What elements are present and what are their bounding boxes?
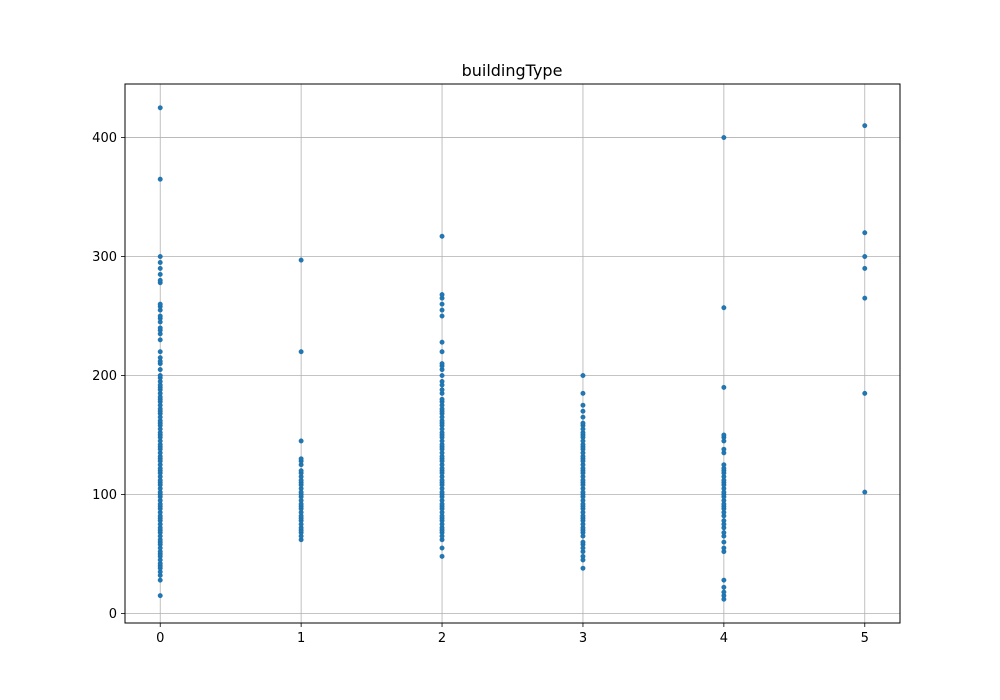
data-point bbox=[580, 408, 586, 414]
data-point bbox=[298, 438, 304, 444]
data-point bbox=[439, 553, 445, 559]
data-point bbox=[580, 539, 586, 545]
data-point bbox=[439, 396, 445, 402]
data-point bbox=[721, 432, 727, 438]
data-points bbox=[157, 105, 868, 602]
x-tick-label: 4 bbox=[720, 631, 728, 646]
axis-ticks: 0 1 2 3 4 5 0 100 200 300 400 bbox=[92, 131, 869, 646]
x-tick-label: 5 bbox=[861, 631, 869, 646]
data-point bbox=[439, 349, 445, 355]
data-point bbox=[157, 277, 163, 283]
chart-title: buildingType bbox=[462, 61, 563, 80]
y-tick-label: 200 bbox=[92, 369, 117, 384]
data-point bbox=[721, 530, 727, 536]
data-point bbox=[298, 468, 304, 474]
data-point bbox=[580, 420, 586, 426]
data-point bbox=[157, 337, 163, 343]
data-point bbox=[298, 349, 304, 355]
y-tick-label: 0 bbox=[109, 607, 117, 622]
data-point bbox=[721, 539, 727, 545]
data-point bbox=[157, 176, 163, 182]
data-point bbox=[580, 565, 586, 571]
data-point bbox=[439, 307, 445, 313]
data-point bbox=[439, 545, 445, 551]
data-point bbox=[439, 373, 445, 378]
data-point bbox=[439, 361, 445, 367]
data-point bbox=[721, 384, 727, 390]
data-point bbox=[439, 387, 445, 393]
data-point bbox=[439, 301, 445, 307]
data-point bbox=[157, 254, 163, 259]
x-tick-label: 3 bbox=[579, 631, 587, 646]
data-point bbox=[439, 292, 445, 298]
data-point bbox=[157, 271, 163, 277]
data-point bbox=[157, 313, 163, 319]
data-point bbox=[157, 301, 163, 307]
data-point bbox=[721, 135, 727, 140]
data-point bbox=[862, 230, 868, 236]
y-tick-label: 100 bbox=[92, 488, 117, 503]
x-tick-label: 1 bbox=[297, 631, 305, 646]
data-point bbox=[862, 390, 868, 396]
data-point bbox=[298, 257, 304, 263]
data-point bbox=[721, 589, 727, 595]
data-point bbox=[439, 339, 445, 345]
data-point bbox=[862, 489, 868, 495]
data-point bbox=[580, 390, 586, 396]
x-tick-label: 0 bbox=[156, 631, 164, 646]
data-point bbox=[721, 446, 727, 452]
data-point bbox=[439, 379, 445, 384]
data-point bbox=[721, 305, 727, 311]
data-point bbox=[862, 254, 868, 259]
data-point bbox=[721, 518, 727, 524]
data-point bbox=[721, 545, 727, 551]
data-point bbox=[862, 123, 868, 129]
data-point bbox=[157, 355, 163, 361]
data-point bbox=[157, 349, 163, 355]
y-tick-label: 400 bbox=[92, 131, 117, 146]
data-point bbox=[862, 295, 868, 301]
grid bbox=[125, 84, 900, 623]
x-tick-label: 2 bbox=[438, 631, 446, 646]
data-point bbox=[157, 105, 163, 111]
data-point bbox=[862, 265, 868, 271]
data-point bbox=[580, 553, 586, 559]
data-point bbox=[157, 577, 163, 583]
data-point bbox=[157, 367, 163, 373]
data-point bbox=[157, 265, 163, 271]
data-point bbox=[157, 373, 163, 378]
data-point bbox=[157, 260, 163, 265]
plot-frame bbox=[124, 83, 901, 624]
data-point bbox=[580, 402, 586, 408]
data-point bbox=[721, 462, 727, 468]
data-point bbox=[721, 584, 727, 590]
y-tick-label: 300 bbox=[92, 250, 117, 265]
data-point bbox=[721, 577, 727, 583]
data-point bbox=[580, 373, 586, 378]
data-point bbox=[580, 414, 586, 420]
data-point bbox=[157, 593, 163, 599]
data-point bbox=[157, 325, 163, 331]
data-point bbox=[439, 233, 445, 239]
data-point bbox=[439, 313, 445, 319]
data-point bbox=[298, 456, 304, 462]
